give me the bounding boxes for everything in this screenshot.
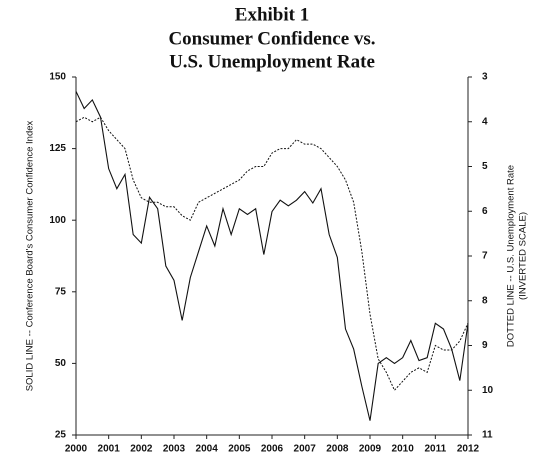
x-tick-label: 2002 — [130, 444, 153, 455]
x-tick-label: 2009 — [359, 444, 382, 455]
x-tick-label: 2000 — [65, 444, 88, 455]
y-tick-label: 75 — [55, 286, 67, 297]
y-tick-label: 50 — [55, 358, 67, 369]
y2-tick-label: 5 — [482, 161, 488, 172]
x-tick-label: 2007 — [294, 444, 317, 455]
y-tick-label: 100 — [49, 215, 66, 226]
dotted-line — [75, 116, 469, 392]
x-tick-label: 2005 — [228, 444, 251, 455]
y2-tick-label: 3 — [482, 72, 488, 83]
y-tick-label: 150 — [49, 72, 66, 83]
y2-tick-label: 6 — [482, 206, 488, 217]
y-tick-label: 25 — [55, 430, 67, 441]
x-tick-label: 2001 — [98, 444, 121, 455]
y-tick-label: 125 — [49, 143, 66, 154]
x-tick-label: 2010 — [392, 444, 415, 455]
x-tick-label: 2008 — [326, 444, 349, 455]
y2-tick-label: 7 — [482, 251, 488, 262]
y-axis-label: SOLID LINE -- Conference Board's Consume… — [25, 120, 36, 391]
solid-line — [75, 91, 469, 421]
x-tick-label: 2012 — [457, 444, 480, 455]
x-tick-label: 2004 — [196, 444, 219, 455]
chart-title: Exhibit 1 — [235, 4, 309, 25]
y2-tick-label: 8 — [482, 295, 488, 306]
y2-tick-label: 9 — [482, 340, 488, 351]
chart-title: Consumer Confidence vs. — [168, 28, 375, 49]
y2-axis-label: (INVERTED SCALE) — [518, 212, 529, 300]
y2-tick-label: 4 — [482, 116, 488, 127]
x-tick-label: 2011 — [424, 444, 446, 455]
chart-title: U.S. Unemployment Rate — [169, 51, 375, 72]
y2-tick-label: 11 — [482, 430, 493, 441]
x-tick-label: 2006 — [261, 444, 284, 455]
y2-axis-label: DOTTED LINE -- U.S. Unemployment Rate — [506, 165, 517, 347]
y2-tick-label: 10 — [482, 385, 494, 396]
x-tick-label: 2003 — [163, 444, 186, 455]
